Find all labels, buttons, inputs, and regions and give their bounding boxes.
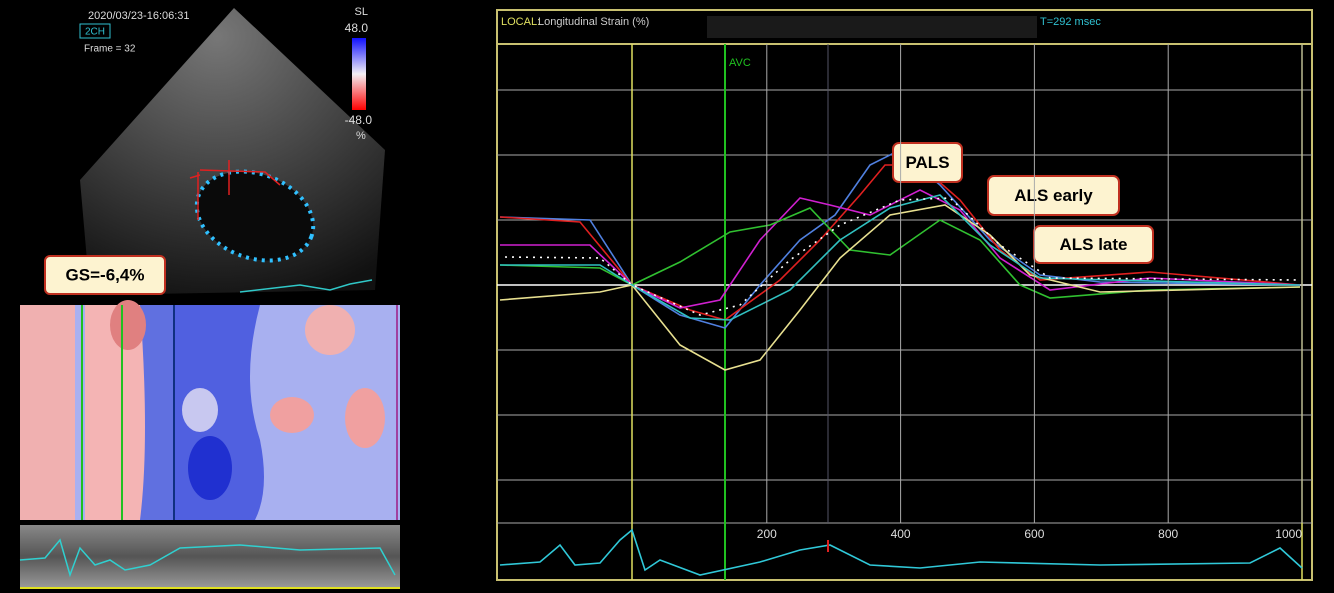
curve-label: PALS <box>905 153 949 172</box>
m-mode <box>20 525 400 588</box>
x-tick-label: 600 <box>1024 527 1044 541</box>
frame: Frame = 32 <box>84 44 136 55</box>
view-label: 2CH <box>85 27 105 38</box>
timestamp: 2020/03/23-16:06:31 <box>88 10 190 22</box>
mode-label: LOCAL: <box>501 16 540 28</box>
curve-label: ALS late <box>1059 235 1127 254</box>
x-tick-label: 1000 <box>1275 527 1302 541</box>
screen: 2020/03/23-16:06:31 2CH Frame = 32 SL 48… <box>0 0 1334 593</box>
scale-title: SL <box>355 6 368 18</box>
x-tick-label: 800 <box>1158 527 1178 541</box>
x-tick-label: 200 <box>757 527 777 541</box>
global-strain: GS=-6,4% <box>66 265 145 284</box>
curve-label: ALS early <box>1014 186 1093 205</box>
page: 2020/03/23-16:06:31 2CH Frame = 32 SL 48… <box>0 0 1334 593</box>
time-label: T=292 msec <box>1040 16 1101 28</box>
avc-label: AVC <box>729 57 751 69</box>
strain-map <box>20 300 400 520</box>
panel-title: Longitudinal Strain (%) <box>538 16 649 28</box>
scale-max: 48.0 <box>345 21 369 35</box>
scale-unit: % <box>356 130 366 142</box>
scale-min: -48.0 <box>345 113 373 127</box>
color-bar <box>352 38 366 110</box>
x-tick-label: 400 <box>891 527 911 541</box>
